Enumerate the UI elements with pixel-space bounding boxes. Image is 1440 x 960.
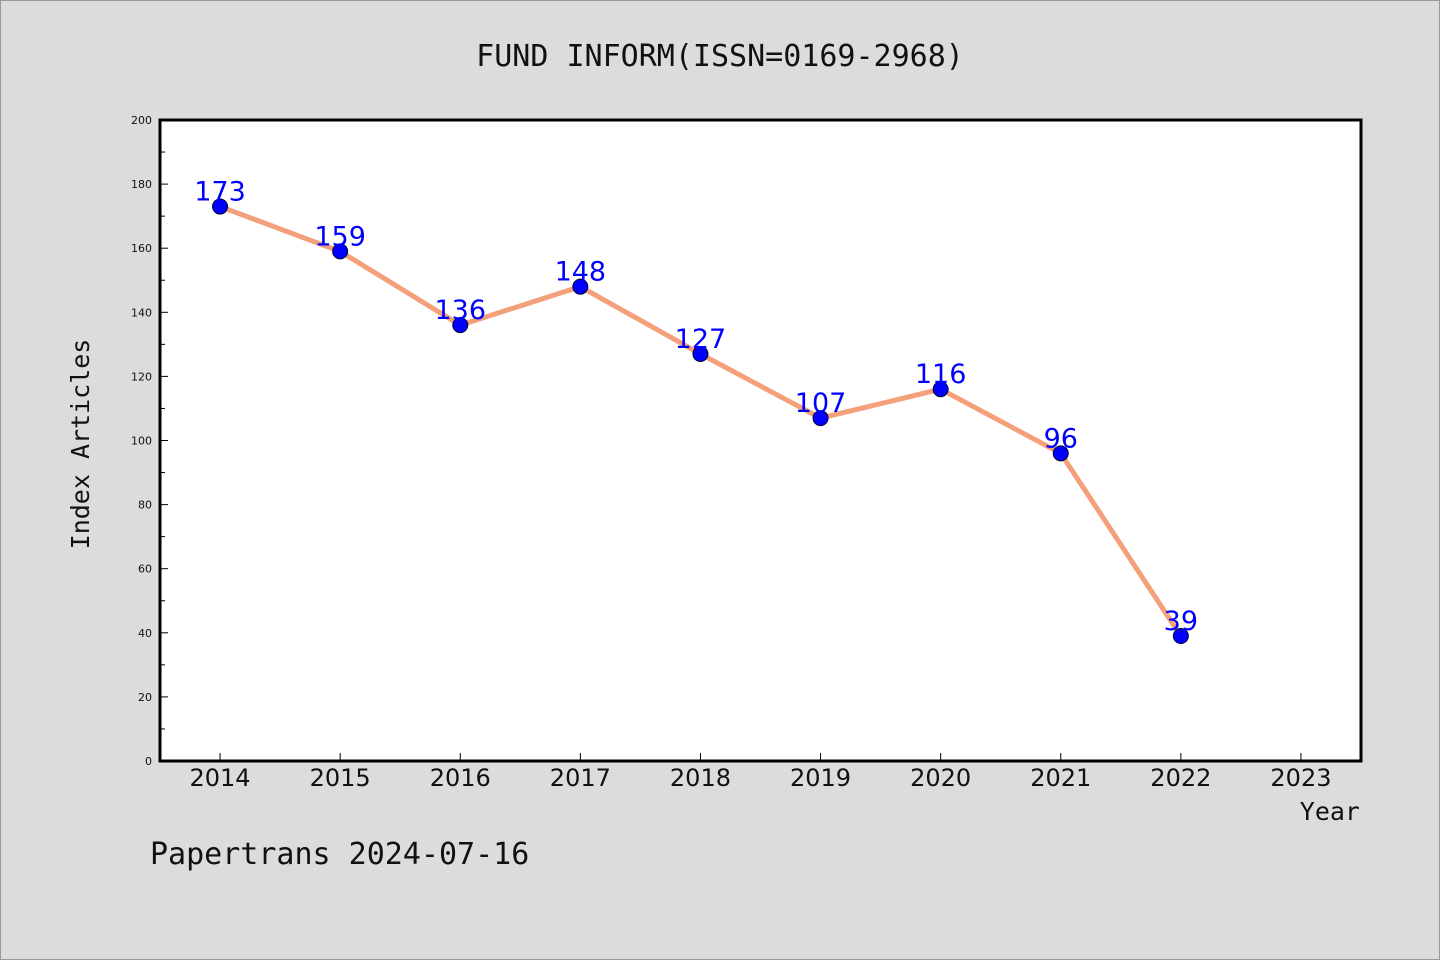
data-point	[1052, 445, 1069, 462]
data-labels: 173 159 136 148 127 107 116 96 39	[194, 177, 1198, 637]
source-footer: Papertrans 2024-07-16	[150, 837, 529, 872]
plot-border	[158, 118, 1363, 763]
y-tick-label: 80	[138, 499, 152, 512]
axes: 0 20 40 60 80 100 120 140 160 180 200 2014 2015 2016 2…	[131, 114, 1331, 792]
y-tick-label: 200	[131, 114, 152, 127]
data-label: 116	[915, 359, 967, 390]
y-tick-label: 60	[138, 563, 152, 576]
data-label: 39	[1164, 606, 1198, 637]
y-tick-label: 120	[131, 370, 152, 383]
y-tick-label: 100	[131, 435, 152, 448]
data-point	[452, 317, 469, 334]
data-point	[812, 410, 829, 427]
data-label: 136	[434, 295, 486, 326]
x-tick-label: 2021	[1030, 764, 1091, 792]
data-point	[692, 345, 709, 362]
y-tick-label: 0	[145, 755, 152, 768]
y-tick-label: 40	[138, 627, 152, 640]
x-tick-label: 2019	[790, 764, 851, 792]
data-point	[572, 278, 589, 295]
y-tick-label: 140	[131, 306, 152, 319]
x-axis-title: Year	[1300, 797, 1360, 826]
x-tick-label: 2015	[310, 764, 371, 792]
data-point	[332, 243, 349, 260]
y-tick-label: 180	[131, 178, 152, 191]
data-point	[932, 381, 949, 398]
x-tick-label: 2014	[190, 764, 251, 792]
data-label: 127	[675, 324, 727, 355]
y-tick-label: 20	[138, 691, 152, 704]
data-label: 96	[1044, 423, 1078, 454]
x-tick-label: 2017	[550, 764, 611, 792]
y-axis-title: Index Articles	[66, 339, 95, 550]
x-tick-label: 2018	[670, 764, 731, 792]
plot-area	[160, 120, 1361, 761]
x-tick-label: 2016	[430, 764, 491, 792]
data-label: 107	[795, 388, 847, 419]
data-label: 159	[314, 221, 366, 252]
data-point	[1172, 628, 1189, 645]
x-tick-label: 2023	[1270, 764, 1331, 792]
x-tick-label: 2022	[1150, 764, 1211, 792]
series-layer	[212, 198, 1189, 645]
x-tick-label: 2020	[910, 764, 971, 792]
data-point	[212, 198, 229, 215]
data-label: 148	[555, 257, 607, 288]
chart-title: FUND INFORM(ISSN=0169-2968)	[476, 39, 964, 74]
y-tick-label: 160	[131, 242, 152, 255]
data-label: 173	[194, 177, 246, 208]
